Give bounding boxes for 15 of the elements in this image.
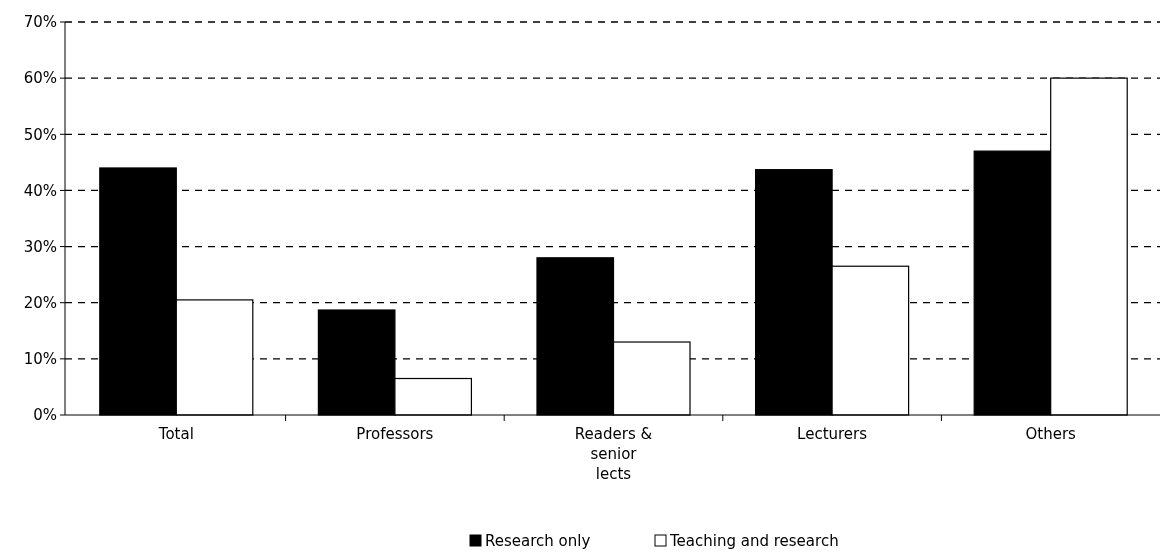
x-tick-label: Readers & senior lects (574, 425, 653, 483)
y-tick-label: 0% (33, 406, 57, 425)
x-tick-label: Others (1025, 425, 1077, 443)
y-tick-label: 30% (23, 237, 57, 256)
y-tick-label: 70% (23, 13, 57, 32)
y-tick-label: 40% (23, 181, 57, 200)
x-tick-label: Lecturers (797, 425, 868, 443)
y-tick-label: 10% (23, 350, 57, 369)
y-tick-label: 20% (23, 293, 57, 312)
y-tick-label: 50% (23, 125, 57, 144)
x-tick-label: Total (157, 425, 194, 443)
legend-label: Research only (485, 532, 591, 550)
legend-label: Teaching and research (669, 532, 839, 550)
y-tick-label: 60% (23, 69, 57, 88)
x-tick-label: Professors (356, 425, 434, 443)
